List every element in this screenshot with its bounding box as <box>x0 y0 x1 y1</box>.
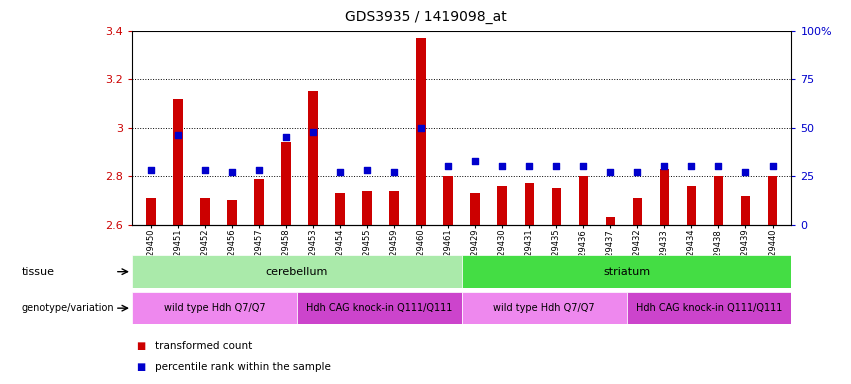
Text: GDS3935 / 1419098_at: GDS3935 / 1419098_at <box>345 10 506 23</box>
Text: Hdh CAG knock-in Q111/Q111: Hdh CAG knock-in Q111/Q111 <box>306 303 453 313</box>
Point <box>603 169 617 175</box>
Bar <box>308 91 317 225</box>
Point <box>684 164 698 170</box>
Point <box>495 164 509 170</box>
Bar <box>390 191 399 225</box>
Bar <box>551 188 561 225</box>
Point <box>442 164 455 170</box>
Bar <box>146 198 156 225</box>
Bar <box>471 193 480 225</box>
Bar <box>687 186 696 225</box>
Point <box>631 169 644 175</box>
Text: ■: ■ <box>136 341 146 351</box>
Bar <box>660 169 669 225</box>
Point <box>766 164 780 170</box>
Text: Hdh CAG knock-in Q111/Q111: Hdh CAG knock-in Q111/Q111 <box>636 303 782 313</box>
Text: transformed count: transformed count <box>155 341 252 351</box>
Point <box>226 169 239 175</box>
Bar <box>579 176 588 225</box>
Point <box>198 167 212 174</box>
Bar <box>498 186 507 225</box>
Point <box>360 167 374 174</box>
Point <box>523 164 536 170</box>
Bar <box>461 255 791 288</box>
Text: cerebellum: cerebellum <box>266 266 328 277</box>
Bar <box>461 292 626 324</box>
Point <box>550 164 563 170</box>
Bar <box>363 191 372 225</box>
Text: percentile rank within the sample: percentile rank within the sample <box>155 362 331 372</box>
Point <box>739 169 752 175</box>
Bar <box>443 176 453 225</box>
Bar <box>200 198 209 225</box>
Bar <box>335 193 345 225</box>
Point <box>576 164 590 170</box>
Text: ■: ■ <box>136 362 146 372</box>
Bar <box>714 176 723 225</box>
Bar <box>632 198 643 225</box>
Text: wild type Hdh Q7/Q7: wild type Hdh Q7/Q7 <box>163 303 266 313</box>
Bar <box>606 217 615 225</box>
Text: tissue: tissue <box>21 266 54 277</box>
Point <box>279 134 293 141</box>
Bar <box>132 255 461 288</box>
Bar <box>254 179 264 225</box>
Point <box>334 169 347 175</box>
Point <box>468 157 482 164</box>
Bar <box>768 176 777 225</box>
Point <box>658 164 671 170</box>
Bar <box>416 38 426 225</box>
Bar <box>626 292 791 324</box>
Bar <box>227 200 237 225</box>
Text: genotype/variation: genotype/variation <box>21 303 114 313</box>
Point <box>306 129 320 135</box>
Text: striatum: striatum <box>603 266 650 277</box>
Bar <box>132 292 297 324</box>
Point <box>144 167 157 174</box>
Point <box>387 169 401 175</box>
Point <box>711 164 725 170</box>
Bar <box>297 292 461 324</box>
Bar <box>740 195 751 225</box>
Bar <box>524 184 534 225</box>
Text: wild type Hdh Q7/Q7: wild type Hdh Q7/Q7 <box>494 303 595 313</box>
Point <box>171 132 185 139</box>
Point <box>414 124 428 131</box>
Point <box>252 167 266 174</box>
Bar <box>281 142 291 225</box>
Bar <box>173 99 183 225</box>
